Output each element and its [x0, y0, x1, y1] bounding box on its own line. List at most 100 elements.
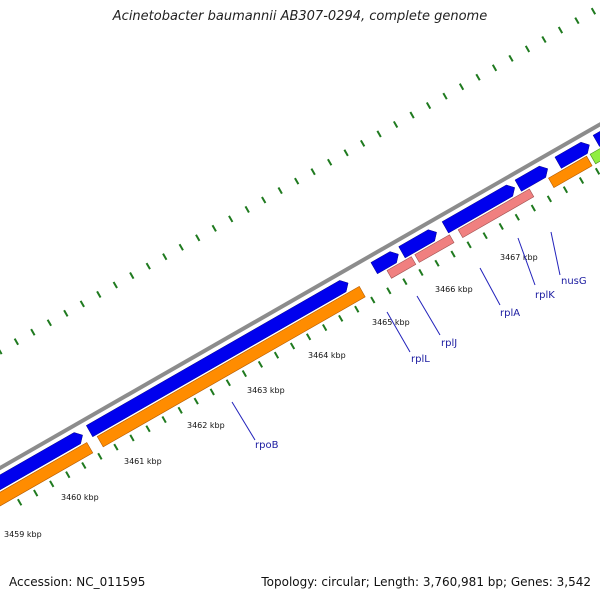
gene-label-rpla: rplA	[500, 308, 520, 319]
topology-label: Topology: circular; Length: 3,760,981 bp…	[261, 575, 591, 589]
scale-tick	[193, 397, 199, 405]
rna-bar-rpla	[457, 188, 535, 239]
gene-label-rpob: rpoB	[255, 440, 279, 451]
gene-arrow	[592, 131, 600, 147]
outer-tick-dot	[162, 253, 168, 261]
scale-tick	[466, 241, 472, 249]
gene-label-leader	[386, 311, 411, 353]
outer-tick-dot	[79, 300, 85, 308]
gene-arrow-rpob	[85, 280, 349, 438]
scale-tick	[81, 461, 87, 470]
scale-tick	[17, 498, 23, 506]
scale-tick	[241, 370, 247, 378]
cds-bar-rpob	[96, 285, 366, 448]
outer-tick-dot	[195, 234, 201, 242]
outer-tick-dot	[261, 196, 267, 204]
scale-tick	[546, 195, 553, 203]
kbp-tick-label: 3465 kbp	[372, 318, 410, 327]
gene-arrow	[398, 229, 437, 259]
scale-tick	[49, 480, 55, 488]
outer-tick-dot	[442, 92, 448, 100]
outer-tick-dot	[541, 35, 547, 44]
gene-label-leader	[517, 237, 536, 286]
outer-tick-dot	[211, 224, 217, 232]
outer-tick-dot	[310, 168, 316, 176]
scale-tick	[450, 250, 456, 258]
outer-tick-dot	[129, 272, 135, 280]
cds-bar-nusg	[589, 148, 600, 165]
scale-tick	[338, 314, 344, 322]
gene-label-leader	[416, 295, 441, 336]
scale-tick	[322, 324, 328, 332]
scale-tick	[370, 296, 376, 304]
scale-tick	[530, 204, 536, 212]
gene-label-leader	[231, 401, 256, 441]
outer-tick-dot	[112, 281, 118, 289]
scale-tick	[257, 360, 264, 368]
outer-tick-dot	[409, 111, 415, 119]
outer-tick-dot	[425, 102, 432, 110]
scale-tick	[578, 176, 585, 185]
outer-tick-dot	[574, 17, 580, 25]
scale-tick	[498, 222, 504, 230]
scale-tick	[273, 351, 280, 359]
kbp-tick-label: 3460 kbp	[61, 493, 99, 502]
gene-arrow	[441, 184, 515, 234]
scale-tick	[97, 452, 103, 460]
scale-tick	[514, 213, 520, 221]
outer-tick-dot	[0, 349, 3, 355]
scale-tick	[145, 425, 151, 433]
outer-tick-dot	[491, 64, 498, 72]
outer-tick-dot	[178, 243, 184, 251]
kbp-tick-label: 3459 kbp	[4, 530, 42, 539]
outer-tick-dot	[360, 139, 366, 147]
outer-tick-dot	[327, 158, 333, 166]
kbp-tick-label: 3464 kbp	[308, 351, 346, 360]
outer-tick-dot	[557, 26, 564, 34]
outer-tick-dot	[277, 187, 283, 195]
scale-tick	[482, 232, 488, 240]
outer-tick-dot	[508, 54, 514, 62]
rna-bar-rpll	[386, 256, 417, 279]
cds-bar-rplk	[548, 155, 593, 189]
scale-tick	[177, 406, 183, 414]
gene-label-nusg: nusG	[561, 276, 587, 287]
outer-tick-dot	[228, 215, 234, 223]
map-title: Acinetobacter baumannii AB307-0294, comp…	[112, 9, 488, 24]
outer-tick-dot	[96, 290, 102, 298]
kbp-tick-label: 3463 kbp	[247, 386, 285, 395]
outer-tick-dot	[376, 130, 382, 138]
gene-label-leader	[550, 231, 561, 276]
cds-bar	[0, 442, 94, 507]
gene-arrow	[514, 165, 548, 192]
outer-tick-dot	[30, 328, 36, 336]
gene-label-leader	[479, 267, 501, 306]
gene-label-rplj: rplJ	[441, 338, 457, 349]
gene-label-rpll: rplL	[411, 354, 430, 365]
outer-tick-dot	[524, 45, 531, 53]
outer-tick-dot	[343, 149, 349, 157]
gene-arrow	[0, 432, 83, 491]
scale-tick	[289, 342, 296, 350]
gene-arrow	[554, 141, 590, 169]
scale-tick	[305, 333, 312, 341]
scale-tick	[161, 415, 167, 424]
outer-tick-dot	[244, 205, 250, 213]
outer-tick-dot	[392, 120, 399, 129]
scale-tick	[33, 489, 39, 497]
backbone-line	[0, 122, 600, 471]
scale-tick	[594, 167, 600, 175]
outer-tick-dot	[294, 177, 300, 185]
outer-tick-dot	[475, 73, 481, 81]
scale-tick	[434, 259, 440, 267]
scale-tick	[129, 434, 135, 442]
rna-bar-rplj	[414, 234, 455, 263]
outer-tick-dot	[458, 83, 465, 91]
scale-tick	[418, 268, 424, 276]
scale-tick	[402, 278, 408, 286]
outer-tick-dot	[63, 309, 69, 317]
scale-tick	[354, 305, 360, 313]
scale-tick	[386, 287, 392, 295]
outer-tick-dot	[145, 262, 151, 270]
